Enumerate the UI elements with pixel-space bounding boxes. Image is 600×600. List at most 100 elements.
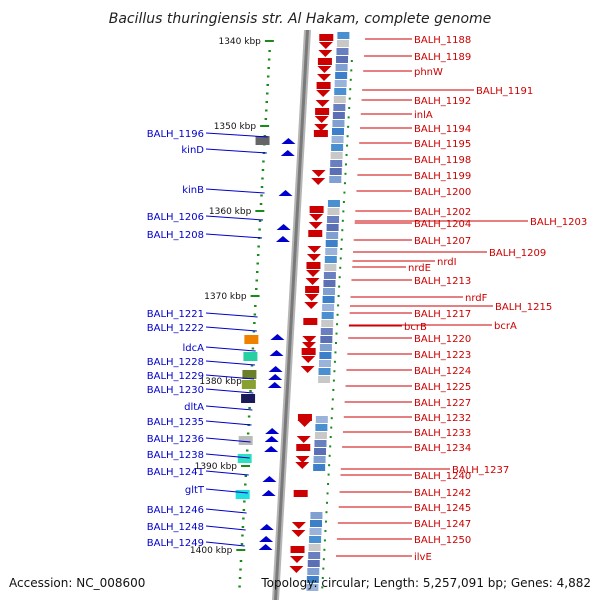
gene-label[interactable]: ldcA <box>183 343 205 354</box>
gene-label[interactable]: BALH_1232 <box>414 413 471 424</box>
reverse-gene-block <box>241 394 256 403</box>
gene-label[interactable]: BALH_1188 <box>414 35 471 46</box>
gene-track-block <box>318 368 331 375</box>
gene-label[interactable]: BALH_1248 <box>147 522 204 533</box>
gene-label[interactable]: BALH_1191 <box>476 86 533 97</box>
gene-label[interactable]: BALH_1235 <box>147 417 204 428</box>
gene-label[interactable]: BALH_1198 <box>414 155 471 166</box>
minor-tick <box>255 288 258 290</box>
gene-label[interactable]: nrdF <box>465 293 488 304</box>
gene-label[interactable]: BALH_1195 <box>414 139 471 150</box>
gene-label[interactable]: BALH_1206 <box>147 212 204 223</box>
minor-tick <box>350 60 353 62</box>
gene-label[interactable]: BALH_1250 <box>414 535 471 546</box>
gene-label[interactable]: BALH_1227 <box>414 398 471 409</box>
forward-gene-block <box>308 230 323 237</box>
reverse-gene-block <box>244 335 259 344</box>
gene-label[interactable]: BALH_1200 <box>414 187 471 198</box>
gene-label[interactable]: BALH_1222 <box>147 323 204 334</box>
minor-tick <box>346 144 349 147</box>
gene-label[interactable]: BALH_1194 <box>414 124 471 135</box>
gene-label[interactable]: BALH_1199 <box>414 171 471 182</box>
gene-label[interactable]: BALH_1234 <box>414 443 471 454</box>
minor-tick <box>241 534 244 537</box>
minor-tick <box>260 186 264 188</box>
gene-label[interactable]: BALH_1217 <box>414 309 471 320</box>
minor-tick <box>242 517 245 520</box>
gene-label[interactable]: BALH_1208 <box>147 230 204 241</box>
gene-track-block <box>326 224 339 231</box>
gene-label[interactable]: BALH_1246 <box>147 505 204 516</box>
forward-gene-arrow <box>318 42 333 49</box>
gene-label[interactable]: BALH_1242 <box>414 488 471 499</box>
gene-label[interactable]: BALH_1225 <box>414 382 471 393</box>
minor-tick <box>266 75 270 78</box>
gene-label[interactable]: BALH_1233 <box>414 428 471 439</box>
gene-label[interactable]: BALH_1220 <box>414 334 471 345</box>
gene-label[interactable]: BALH_1202 <box>414 207 471 218</box>
gene-label[interactable]: nrdI <box>437 257 457 268</box>
gene-label[interactable]: BALH_1230 <box>147 385 204 396</box>
gene-track-block <box>308 552 321 559</box>
gene-label[interactable]: BALH_1192 <box>414 96 471 107</box>
gene-label[interactable]: BALH_1196 <box>147 129 204 140</box>
minor-tick <box>264 118 268 120</box>
gene-label[interactable]: bcrA <box>494 321 517 332</box>
gene-label[interactable]: BALH_1207 <box>414 236 471 247</box>
gene-track-block <box>326 232 339 239</box>
gene-label[interactable]: BALH_1247 <box>414 519 471 530</box>
minor-tick <box>240 543 244 545</box>
gene-label[interactable]: BALH_1240 <box>414 471 471 482</box>
forward-gene-block <box>317 58 332 65</box>
leader-line <box>205 148 267 154</box>
minor-tick <box>330 426 333 429</box>
gene-label[interactable]: kinB <box>182 185 204 196</box>
gene-label[interactable]: inlA <box>414 110 433 121</box>
ruler-tick-label: 1400 kbp <box>190 546 233 556</box>
minor-tick <box>258 228 261 231</box>
forward-gene-arrow <box>302 336 317 343</box>
reverse-gene-block <box>237 454 252 463</box>
gene-label[interactable]: BALH_1241 <box>147 467 204 478</box>
gene-label[interactable]: BALH_1204 <box>414 219 471 230</box>
gene-label[interactable]: BALH_1236 <box>147 434 204 445</box>
gene-label[interactable]: dltA <box>184 402 204 413</box>
gene-track-block <box>310 512 323 519</box>
gene-track-block <box>314 440 327 447</box>
gene-label[interactable]: BALH_1215 <box>495 302 552 313</box>
gene-label[interactable]: BALH_1223 <box>414 350 471 361</box>
minor-tick <box>336 323 339 326</box>
gene-label[interactable]: nrdE <box>408 263 431 274</box>
minor-tick <box>265 92 269 95</box>
label-leader-lines <box>205 38 528 557</box>
gene-label[interactable]: BALH_1209 <box>489 248 546 259</box>
gene-label[interactable]: kinD <box>181 145 204 156</box>
minor-tick <box>348 97 351 100</box>
gene-label[interactable]: phnW <box>414 67 443 78</box>
forward-gene-arrow <box>295 456 310 463</box>
minor-tick <box>322 558 325 561</box>
gene-label[interactable]: bcrB <box>404 322 427 333</box>
gene-label[interactable]: BALH_1203 <box>530 217 587 228</box>
forward-gene-arrow <box>301 342 316 349</box>
reverse-gene-arrow <box>264 446 279 452</box>
gene-track-block <box>321 312 334 319</box>
gene-label[interactable]: BALH_1249 <box>147 538 204 549</box>
gene-label[interactable]: BALH_1221 <box>147 309 204 320</box>
gene-label[interactable]: ilvE <box>414 552 432 563</box>
gene-label[interactable]: BALH_1189 <box>414 52 471 63</box>
gene-label[interactable]: BALH_1229 <box>147 371 204 382</box>
forward-gene-block <box>303 318 318 325</box>
gene-label[interactable]: BALH_1224 <box>414 366 471 377</box>
gene-label[interactable]: BALH_1213 <box>414 276 471 287</box>
forward-gene-block <box>319 34 334 41</box>
gene-track-block <box>315 424 328 431</box>
gene-label[interactable]: BALH_1228 <box>147 357 204 368</box>
gene-label[interactable]: BALH_1238 <box>147 450 204 461</box>
leader-line <box>205 525 246 531</box>
gene-label[interactable]: BALH_1245 <box>414 503 471 514</box>
gene-label[interactable]: gltT <box>185 485 205 496</box>
leader-line <box>205 215 264 221</box>
gene-track-block <box>319 344 332 351</box>
gene-label[interactable]: BALH_1237 <box>452 465 509 476</box>
